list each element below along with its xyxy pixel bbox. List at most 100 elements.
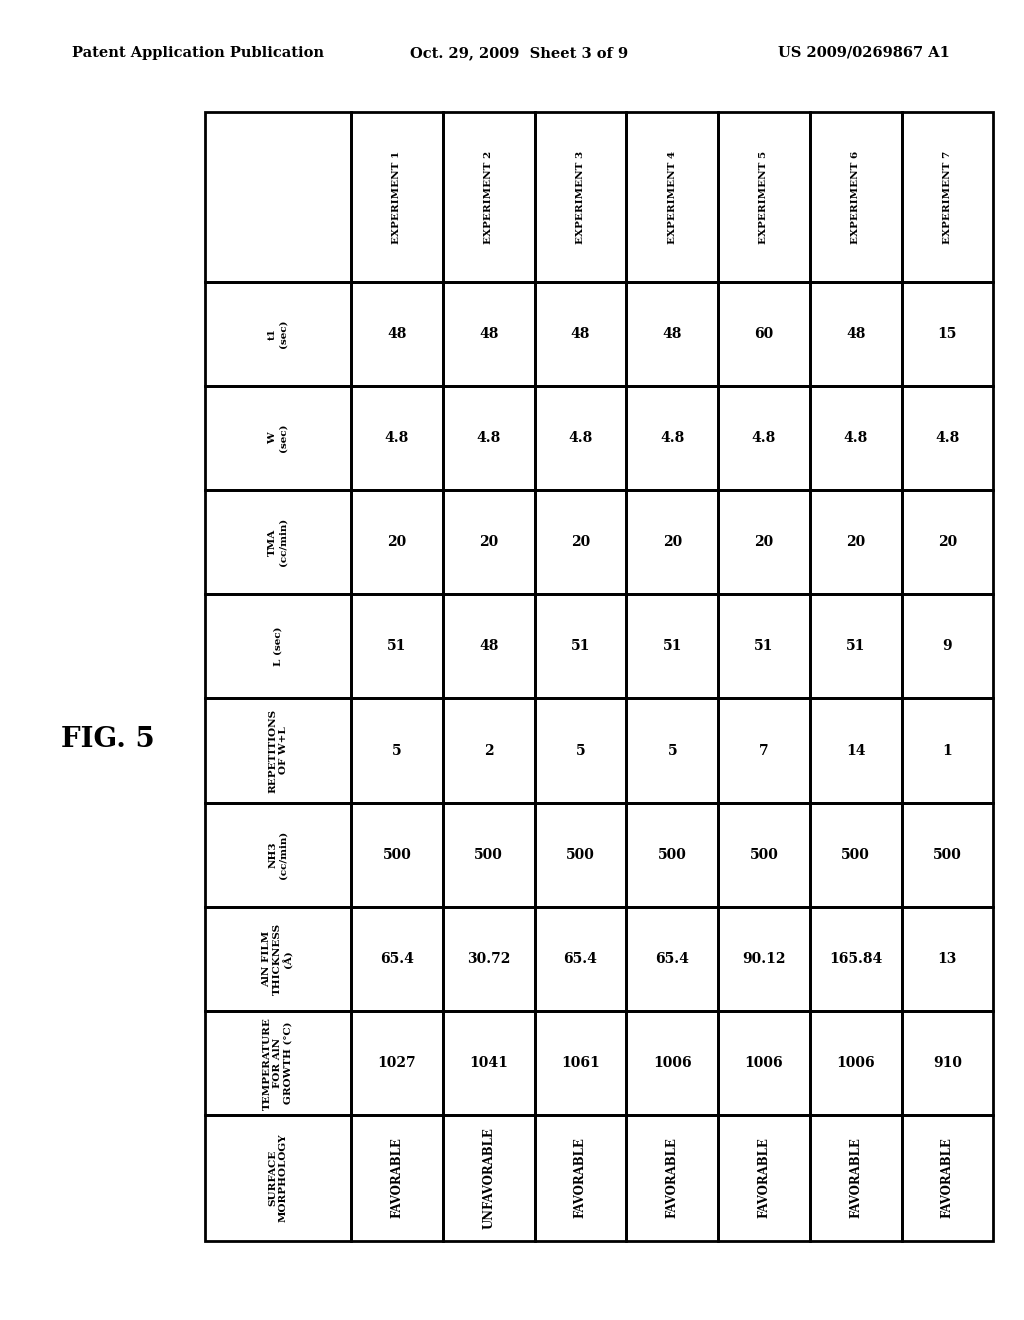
Bar: [442, 698, 535, 803]
Text: NH3
(cc/min): NH3 (cc/min): [268, 830, 288, 879]
Text: US 2009/0269867 A1: US 2009/0269867 A1: [778, 46, 950, 59]
Bar: [351, 594, 442, 698]
Bar: [627, 490, 718, 594]
Text: 51: 51: [570, 639, 590, 653]
Bar: [810, 907, 901, 1011]
Text: 4.8: 4.8: [660, 430, 684, 445]
Bar: [205, 803, 351, 907]
Text: EXPERIMENT 1: EXPERIMENT 1: [392, 150, 401, 244]
Text: 1006: 1006: [744, 1056, 783, 1071]
Bar: [627, 803, 718, 907]
Bar: [901, 594, 993, 698]
Text: AlN FILM
THICKNESS
(Å): AlN FILM THICKNESS (Å): [262, 923, 294, 995]
Bar: [442, 385, 535, 490]
Bar: [627, 907, 718, 1011]
Text: 1041: 1041: [469, 1056, 508, 1071]
Text: 500: 500: [474, 847, 503, 862]
Bar: [205, 385, 351, 490]
Bar: [442, 112, 535, 281]
Bar: [205, 594, 351, 698]
Bar: [351, 281, 442, 385]
Text: 9: 9: [943, 639, 952, 653]
Bar: [351, 490, 442, 594]
Bar: [442, 907, 535, 1011]
Bar: [205, 698, 351, 803]
Bar: [442, 281, 535, 385]
Text: W
(sec): W (sec): [268, 424, 288, 453]
Text: 500: 500: [842, 847, 870, 862]
Text: FAVORABLE: FAVORABLE: [849, 1138, 862, 1218]
Text: FAVORABLE: FAVORABLE: [574, 1138, 587, 1218]
Text: 48: 48: [846, 327, 865, 341]
Text: 20: 20: [663, 535, 682, 549]
Bar: [810, 112, 901, 281]
Bar: [810, 1115, 901, 1241]
Bar: [901, 385, 993, 490]
Bar: [810, 1011, 901, 1115]
Text: TEMPERATURE
FOR AlN
GROWTH (°C): TEMPERATURE FOR AlN GROWTH (°C): [263, 1016, 293, 1110]
Text: 20: 20: [570, 535, 590, 549]
Text: 5: 5: [575, 743, 586, 758]
Bar: [535, 698, 627, 803]
Text: 500: 500: [657, 847, 687, 862]
Text: 30.72: 30.72: [467, 952, 510, 966]
Text: 5: 5: [668, 743, 677, 758]
Text: 4.8: 4.8: [568, 430, 593, 445]
Bar: [535, 594, 627, 698]
Bar: [901, 112, 993, 281]
Text: 20: 20: [755, 535, 773, 549]
Bar: [205, 281, 351, 385]
Bar: [442, 803, 535, 907]
Bar: [351, 698, 442, 803]
Text: 1006: 1006: [653, 1056, 691, 1071]
Text: 7: 7: [759, 743, 769, 758]
Bar: [205, 1011, 351, 1115]
Text: 500: 500: [383, 847, 412, 862]
Text: 51: 51: [846, 639, 865, 653]
Bar: [351, 1011, 442, 1115]
Text: Oct. 29, 2009  Sheet 3 of 9: Oct. 29, 2009 Sheet 3 of 9: [410, 46, 628, 59]
Text: 15: 15: [938, 327, 957, 341]
Bar: [535, 281, 627, 385]
Bar: [627, 1115, 718, 1241]
Bar: [627, 112, 718, 281]
Text: SURFACE
MORPHOLOGY: SURFACE MORPHOLOGY: [268, 1134, 288, 1222]
Text: 20: 20: [387, 535, 407, 549]
Bar: [205, 907, 351, 1011]
Text: REPETITIONS
OF W+L: REPETITIONS OF W+L: [268, 709, 288, 792]
Text: 48: 48: [663, 327, 682, 341]
Bar: [535, 490, 627, 594]
Bar: [535, 1011, 627, 1115]
Bar: [718, 1011, 810, 1115]
Bar: [718, 385, 810, 490]
Bar: [627, 594, 718, 698]
Bar: [351, 907, 442, 1011]
Text: EXPERIMENT 2: EXPERIMENT 2: [484, 150, 494, 244]
Text: 14: 14: [846, 743, 865, 758]
Text: 60: 60: [755, 327, 773, 341]
Text: 4.8: 4.8: [752, 430, 776, 445]
Bar: [442, 490, 535, 594]
Text: t1
(sec): t1 (sec): [268, 319, 288, 348]
Text: FAVORABLE: FAVORABLE: [666, 1138, 679, 1218]
Text: FAVORABLE: FAVORABLE: [758, 1138, 770, 1218]
Bar: [442, 594, 535, 698]
Text: 65.4: 65.4: [655, 952, 689, 966]
Text: EXPERIMENT 6: EXPERIMENT 6: [851, 150, 860, 244]
Bar: [351, 112, 442, 281]
Bar: [810, 385, 901, 490]
Text: 4.8: 4.8: [385, 430, 410, 445]
Text: TMA
(cc/min): TMA (cc/min): [268, 517, 288, 566]
Text: 51: 51: [663, 639, 682, 653]
Text: 48: 48: [570, 327, 590, 341]
Text: 20: 20: [479, 535, 499, 549]
Bar: [535, 112, 627, 281]
Bar: [535, 803, 627, 907]
Text: 500: 500: [566, 847, 595, 862]
Text: FAVORABLE: FAVORABLE: [390, 1138, 403, 1218]
Bar: [718, 281, 810, 385]
Text: 20: 20: [938, 535, 957, 549]
Bar: [718, 112, 810, 281]
Text: 1: 1: [942, 743, 952, 758]
Text: 48: 48: [479, 327, 499, 341]
